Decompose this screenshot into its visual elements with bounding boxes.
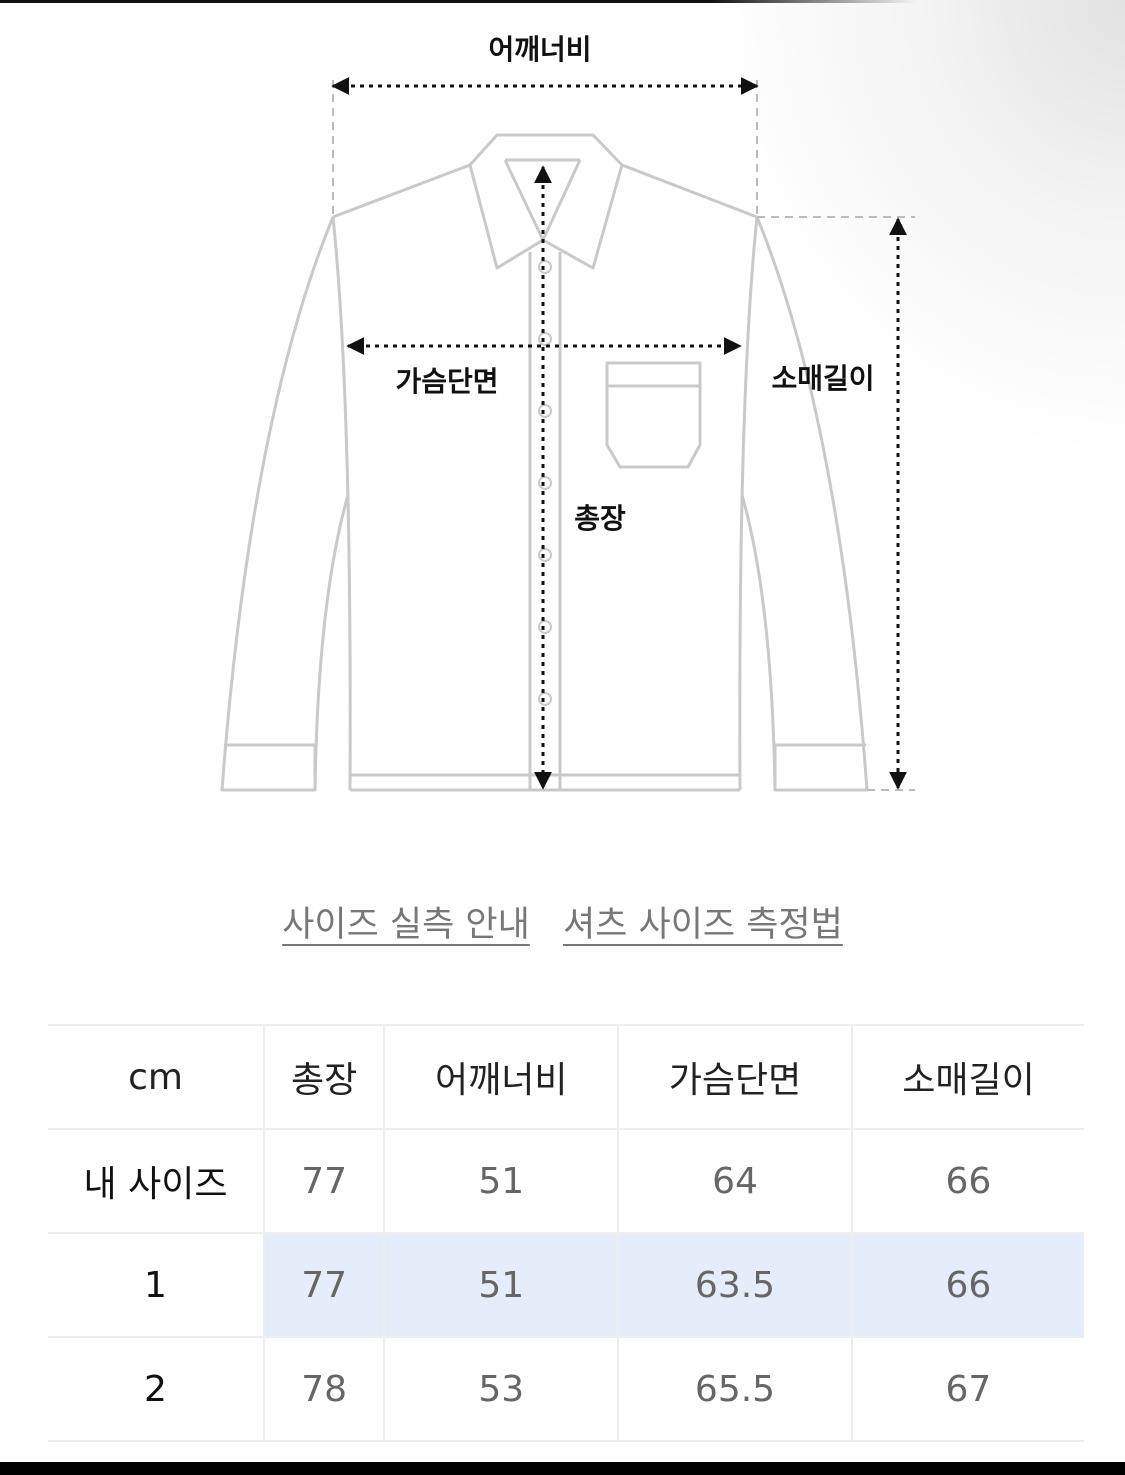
header-cell: 소매길이 [850, 1024, 1084, 1130]
size-guide-link[interactable]: 사이즈 실측 안내 [282, 905, 530, 945]
table-cell: 77 [262, 1232, 386, 1338]
table-cell: 66 [850, 1128, 1084, 1234]
table-cell: 63.5 [617, 1232, 853, 1338]
table-header-row: cm 총장 어깨너비 가슴단면 소매길이 [48, 1024, 1084, 1130]
chest-label: 가슴단면 [395, 365, 499, 398]
row-label: 1 [48, 1232, 265, 1338]
table-cell: 78 [262, 1336, 386, 1442]
table-row-highlighted: 1 77 51 63.5 66 [48, 1232, 1084, 1338]
table-cell: 51 [383, 1128, 620, 1234]
table-cell: 77 [262, 1128, 386, 1234]
bottom-bar [0, 1462, 1125, 1475]
header-cell: 어깨너비 [383, 1024, 620, 1130]
measure-arrows [331, 77, 907, 790]
table-cell: 51 [383, 1232, 620, 1338]
header-cell: 가슴단면 [617, 1024, 853, 1130]
shoulder-label: 어깨너비 [488, 33, 592, 66]
header-cell: 총장 [262, 1024, 386, 1130]
sleeve-label: 소매길이 [771, 362, 875, 395]
table-row: 내 사이즈 77 51 64 66 [48, 1128, 1084, 1234]
length-label: 총장 [574, 502, 626, 535]
top-border [0, 0, 1125, 3]
shirt-diagram [220, 77, 915, 792]
table-cell: 66 [850, 1232, 1084, 1338]
size-table: cm 총장 어깨너비 가슴단면 소매길이 내 사이즈 77 51 64 66 1… [48, 1024, 1084, 1442]
row-label: 내 사이즈 [48, 1128, 265, 1234]
table-cell: 65.5 [617, 1336, 853, 1442]
background-shade [705, 0, 1125, 460]
guide-lines [332, 80, 915, 791]
header-cell: cm [48, 1024, 265, 1130]
row-label: 2 [48, 1336, 265, 1442]
table-cell: 67 [850, 1336, 1084, 1442]
shirt-measure-link[interactable]: 셔츠 사이즈 측정법 [562, 905, 843, 945]
table-cell: 64 [617, 1128, 853, 1234]
table-cell: 53 [383, 1336, 620, 1442]
guide-links: 사이즈 실측 안내 셔츠 사이즈 측정법 [0, 896, 1125, 947]
table-row: 2 78 53 65.5 67 [48, 1336, 1084, 1442]
